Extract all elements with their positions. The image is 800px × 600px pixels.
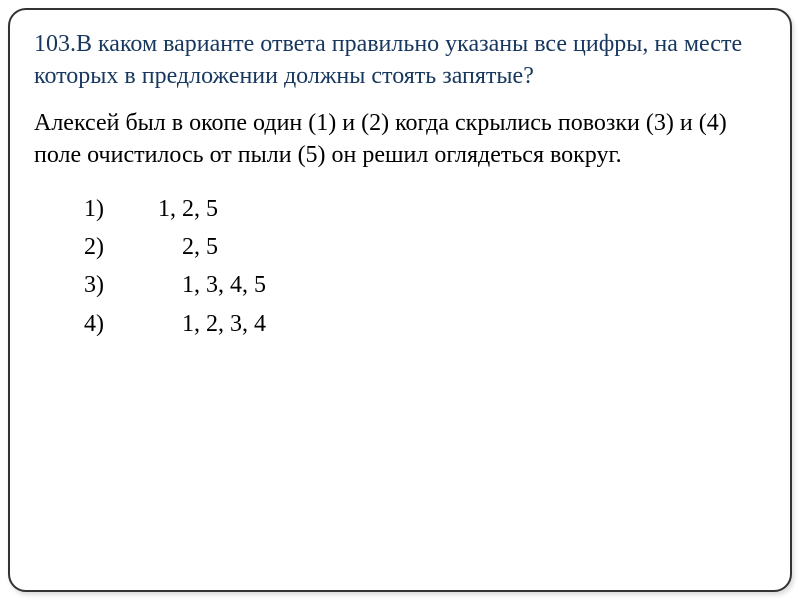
option-item: 3) 1, 3, 4, 5 <box>84 266 766 304</box>
option-value: 1, 3, 4, 5 <box>182 266 266 304</box>
option-label: 2) <box>84 228 152 266</box>
option-value: 1, 2, 3, 4 <box>182 305 266 343</box>
option-item: 2) 2, 5 <box>84 228 766 266</box>
question-sentence: Алексей был в окопе один (1) и (2) когда… <box>34 107 766 172</box>
option-pad <box>152 266 182 304</box>
question-intro: 103.В каком варианте ответа правильно ук… <box>34 28 766 93</box>
question-number: 103. <box>34 31 76 57</box>
option-label: 1) <box>84 190 152 228</box>
option-item: 4) 1, 2, 3, 4 <box>84 305 766 343</box>
question-intro-text: В каком варианте ответа правильно указан… <box>34 31 742 89</box>
option-pad <box>152 305 182 343</box>
option-item: 1) 1, 2, 5 <box>84 190 766 228</box>
question-card: 103.В каком варианте ответа правильно ук… <box>8 8 792 592</box>
options-list: 1) 1, 2, 5 2) 2, 5 3) 1, 3, 4, 5 4) 1, 2… <box>34 190 766 344</box>
option-label: 3) <box>84 266 152 304</box>
option-value: 2, 5 <box>182 228 218 266</box>
option-label: 4) <box>84 305 152 343</box>
option-pad <box>152 228 182 266</box>
option-value: 1, 2, 5 <box>158 190 218 228</box>
